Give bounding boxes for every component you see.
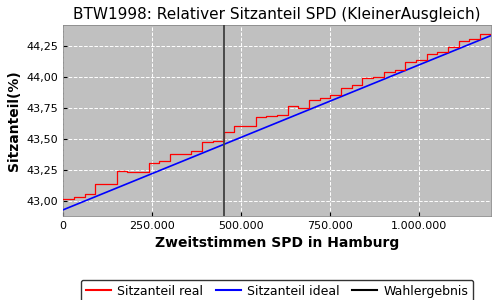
Title: BTW1998: Relativer Sitzanteil SPD (KleinerAusgleich): BTW1998: Relativer Sitzanteil SPD (Klein… [73, 7, 480, 22]
X-axis label: Zweitstimmen SPD in Hamburg: Zweitstimmen SPD in Hamburg [155, 236, 399, 250]
Y-axis label: Sitzanteil(%): Sitzanteil(%) [7, 70, 21, 171]
Legend: Sitzanteil real, Sitzanteil ideal, Wahlergebnis: Sitzanteil real, Sitzanteil ideal, Wahle… [81, 280, 473, 300]
